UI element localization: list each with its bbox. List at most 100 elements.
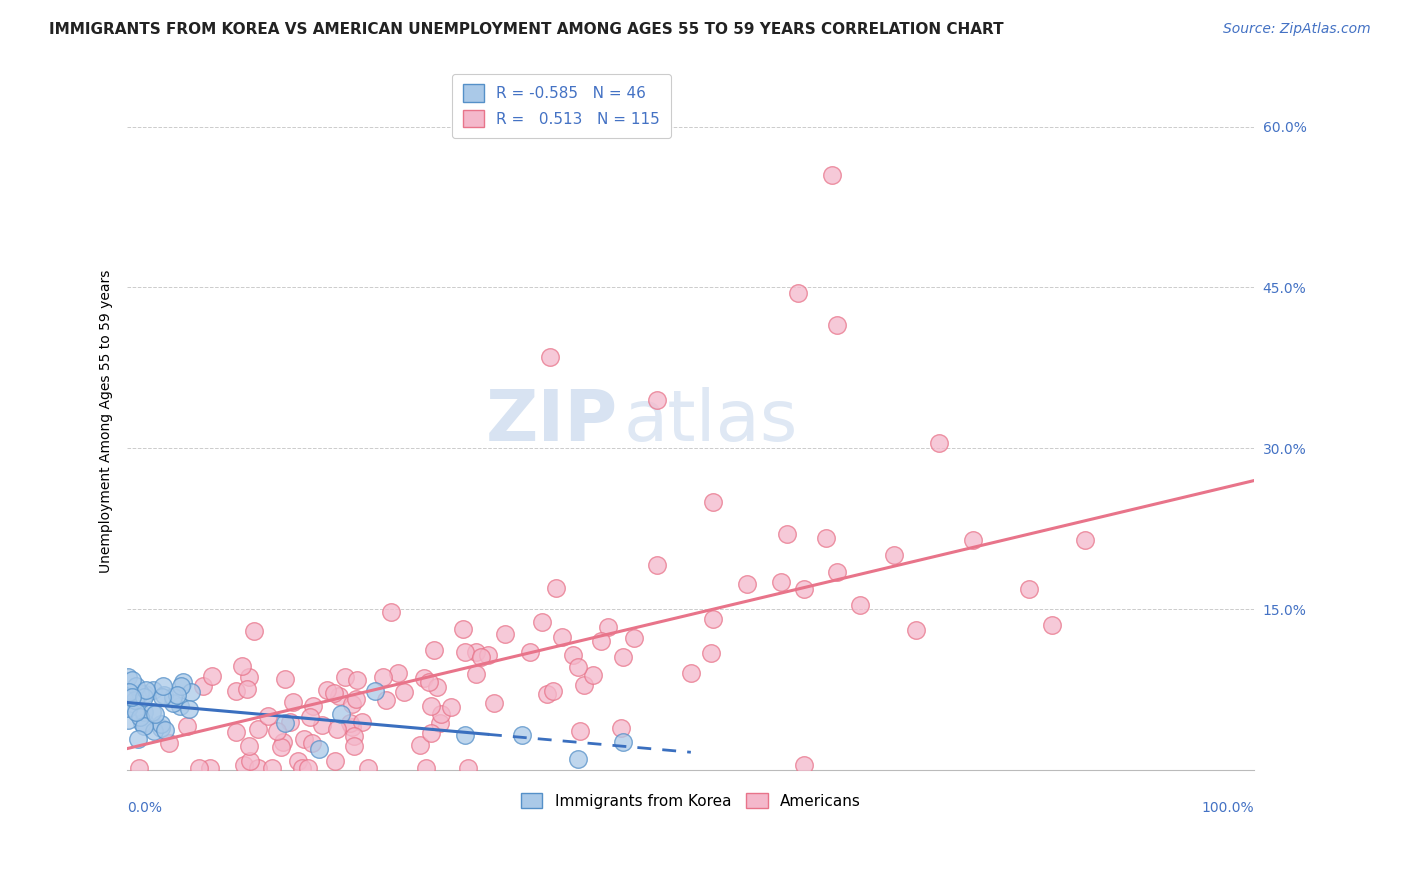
- Point: [574, 678, 596, 692]
- Point: [125, 679, 148, 693]
- Point: [454, 728, 477, 742]
- Point: [278, 714, 301, 729]
- Point: [132, 719, 155, 733]
- Point: [426, 681, 449, 695]
- Point: [380, 605, 402, 619]
- Point: [330, 707, 353, 722]
- Point: [299, 710, 322, 724]
- Point: [238, 739, 260, 754]
- Point: [131, 715, 153, 730]
- Point: [928, 436, 950, 450]
- Point: [180, 685, 202, 699]
- Point: [567, 752, 589, 766]
- Point: [170, 679, 193, 693]
- Point: [162, 690, 184, 704]
- Text: Source: ZipAtlas.com: Source: ZipAtlas.com: [1223, 22, 1371, 37]
- Point: [409, 739, 432, 753]
- Point: [274, 672, 297, 686]
- Point: [125, 705, 148, 719]
- Point: [343, 729, 366, 743]
- Point: [257, 708, 280, 723]
- Point: [325, 722, 347, 736]
- Point: [530, 615, 553, 629]
- Point: [134, 687, 156, 701]
- Point: [510, 727, 533, 741]
- Point: [1040, 618, 1063, 632]
- Point: [271, 734, 294, 748]
- Point: [374, 693, 396, 707]
- Point: [567, 660, 589, 674]
- Point: [247, 722, 270, 736]
- Point: [582, 668, 605, 682]
- Point: [166, 688, 188, 702]
- Point: [118, 684, 141, 698]
- Point: [453, 622, 475, 636]
- Point: [470, 650, 492, 665]
- Point: [281, 695, 304, 709]
- Point: [562, 648, 585, 663]
- Point: [333, 670, 356, 684]
- Point: [128, 686, 150, 700]
- Point: [793, 582, 815, 597]
- Point: [769, 574, 792, 589]
- Point: [132, 706, 155, 720]
- Point: [610, 721, 633, 735]
- Point: [176, 719, 198, 733]
- Point: [787, 285, 810, 300]
- Point: [679, 665, 702, 680]
- Point: [311, 718, 333, 732]
- Point: [392, 684, 415, 698]
- Point: [328, 689, 350, 703]
- Point: [177, 702, 200, 716]
- Point: [413, 671, 436, 685]
- Point: [419, 726, 441, 740]
- Point: [454, 644, 477, 658]
- Point: [124, 692, 146, 706]
- Point: [612, 735, 634, 749]
- Point: [551, 630, 574, 644]
- Point: [429, 715, 451, 730]
- Text: 100.0%: 100.0%: [1202, 800, 1254, 814]
- Point: [541, 684, 564, 698]
- Point: [544, 582, 567, 596]
- Text: atlas: atlas: [623, 387, 797, 456]
- Point: [292, 731, 315, 746]
- Point: [623, 631, 645, 645]
- Point: [117, 713, 139, 727]
- Point: [322, 686, 344, 700]
- Point: [236, 681, 259, 696]
- Point: [193, 680, 215, 694]
- Point: [169, 699, 191, 714]
- Point: [243, 624, 266, 639]
- Point: [612, 649, 634, 664]
- Text: ZIP: ZIP: [485, 387, 617, 456]
- Point: [118, 699, 141, 714]
- Point: [415, 761, 437, 775]
- Point: [297, 761, 319, 775]
- Point: [340, 698, 363, 712]
- Point: [342, 739, 364, 753]
- Point: [519, 645, 541, 659]
- Point: [482, 696, 505, 710]
- Point: [700, 647, 723, 661]
- Point: [117, 670, 139, 684]
- Point: [301, 699, 323, 714]
- Point: [457, 761, 479, 775]
- Point: [793, 757, 815, 772]
- Point: [270, 740, 292, 755]
- Text: IMMIGRANTS FROM KOREA VS AMERICAN UNEMPLOYMENT AMONG AGES 55 TO 59 YEARS CORRELA: IMMIGRANTS FROM KOREA VS AMERICAN UNEMPL…: [49, 22, 1004, 37]
- Point: [645, 558, 668, 572]
- Point: [266, 724, 288, 739]
- Point: [536, 687, 558, 701]
- Point: [464, 666, 486, 681]
- Point: [430, 707, 453, 722]
- Point: [702, 495, 724, 509]
- Point: [142, 683, 165, 698]
- Point: [238, 670, 260, 684]
- Point: [132, 690, 155, 705]
- Point: [225, 684, 247, 698]
- Point: [364, 684, 387, 698]
- Point: [150, 690, 173, 704]
- Point: [201, 669, 224, 683]
- Point: [117, 701, 139, 715]
